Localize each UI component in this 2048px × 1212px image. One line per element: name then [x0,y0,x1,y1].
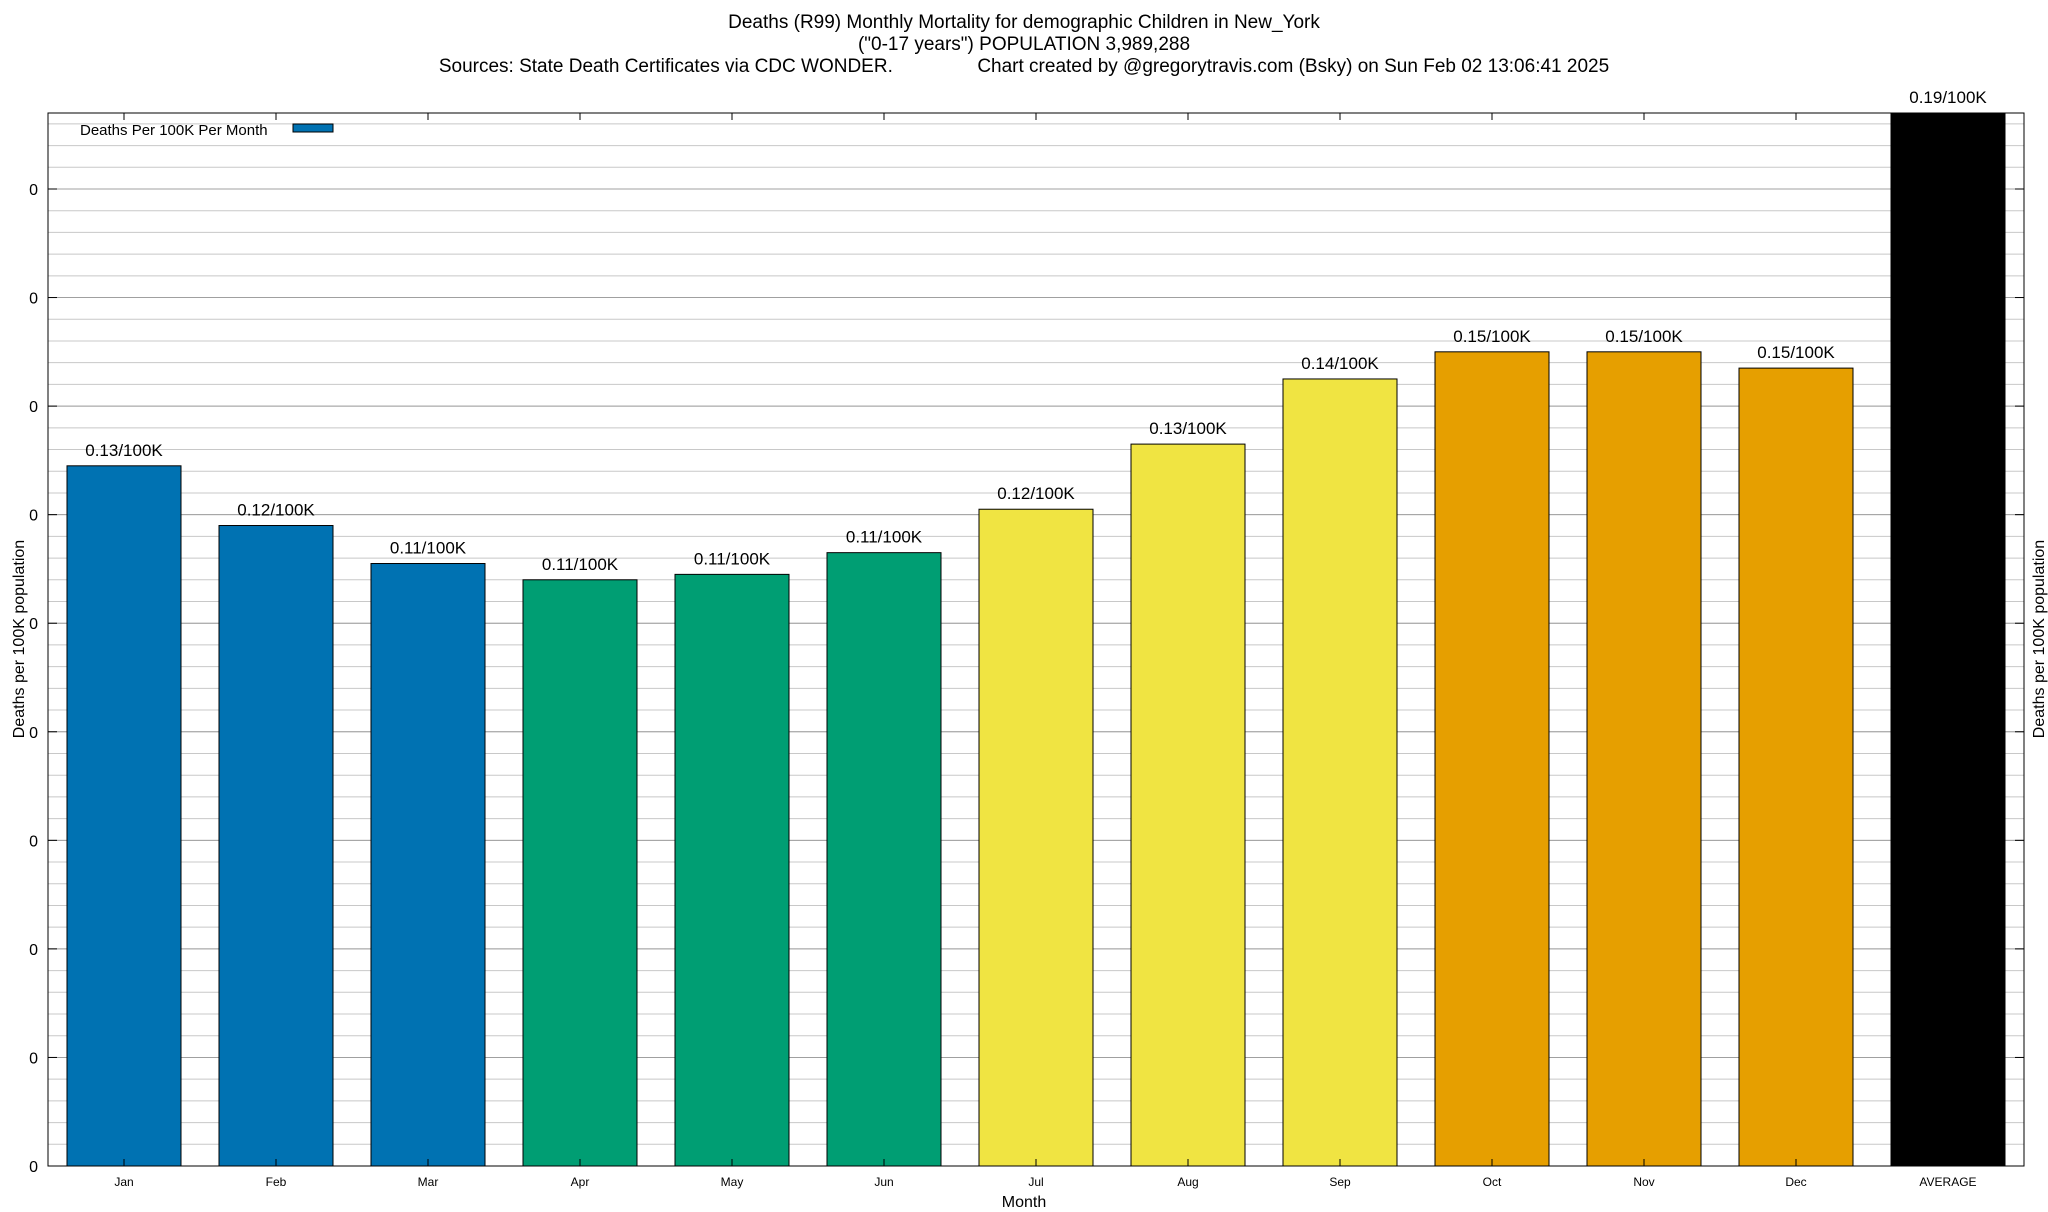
chart-title: Deaths (R99) Monthly Mortality for demog… [0,12,2048,78]
plot-border [47,112,2025,1167]
bar-jan [66,465,182,1167]
x-tick-label-dec: Dec [1785,1175,1806,1189]
title-line-2: ("0-17 years") POPULATION 3,989,288 [857,34,1191,55]
x-tick-label-aug: Aug [1177,1175,1198,1189]
data-label-jan: 0.13/100K [85,441,163,460]
y-tick-label: 0 [29,1050,38,1067]
legend-label: Deaths Per 100K Per Month [80,122,268,139]
x-tick-label-average: AVERAGE [1919,1175,1976,1189]
y-tick-label: 0 [29,942,38,959]
data-label-sep: 0.14/100K [1301,354,1379,373]
data-label-may: 0.11/100K [694,549,771,568]
y-tick-label: 0 [29,182,38,199]
y-tick-label: 0 [29,508,38,525]
data-label-mar: 0.11/100K [390,539,467,558]
x-tick-label-nov: Nov [1633,1175,1654,1189]
data-label-dec: 0.15/100K [1757,343,1835,362]
bar-sep [1282,378,1398,1167]
title-line-1: Deaths (R99) Monthly Mortality for demog… [728,12,1320,33]
x-axis-label: Month [1001,1194,1047,1211]
y-tick-label: 0 [29,1159,38,1176]
x-tick-label-jun: Jun [874,1175,893,1189]
data-label-aug: 0.13/100K [1149,419,1227,438]
bar-aug [1130,443,1246,1167]
data-label-nov: 0.15/100K [1605,327,1683,346]
y2-axis-label: Deaths per 100K population [2031,539,2048,739]
y-axis-label: Deaths per 100K population [11,539,28,739]
bar-dec [1738,367,1854,1167]
title-line-3: Sources: State Death Certificates via CD… [438,56,1610,77]
bar-apr [522,579,638,1167]
data-label-jul: 0.12/100K [997,484,1075,503]
y-tick-label: 0 [29,616,38,633]
bar-nov [1586,351,1702,1167]
bar-feb [218,525,334,1167]
data-label-average: 0.19/100K [1909,88,1987,107]
data-label-feb: 0.12/100K [237,501,315,520]
bar-may [674,573,790,1167]
x-tick-label-oct: Oct [1483,1175,1502,1189]
y-tick-label: 0 [29,291,38,308]
bar-jul [978,508,1094,1167]
bar-oct [1434,351,1550,1167]
bar-mar [370,563,486,1167]
data-label-apr: 0.11/100K [542,555,619,574]
x-tick-label-mar: Mar [418,1175,439,1189]
y-tick-label: 0 [29,725,38,742]
x-tick-label-may: May [721,1175,744,1189]
data-label-oct: 0.15/100K [1453,327,1531,346]
y-tick-label: 0 [29,833,38,850]
bar-jun [826,552,942,1167]
bar-average [1890,112,2006,1167]
data-label-jun: 0.11/100K [846,528,923,547]
x-tick-label-jul: Jul [1028,1175,1043,1189]
x-tick-label-apr: Apr [571,1175,590,1189]
x-tick-label-feb: Feb [266,1175,287,1189]
x-tick-label-jan: Jan [114,1175,133,1189]
x-tick-label-sep: Sep [1329,1175,1351,1189]
y-tick-label: 0 [29,399,38,416]
legend-swatch [292,123,334,133]
